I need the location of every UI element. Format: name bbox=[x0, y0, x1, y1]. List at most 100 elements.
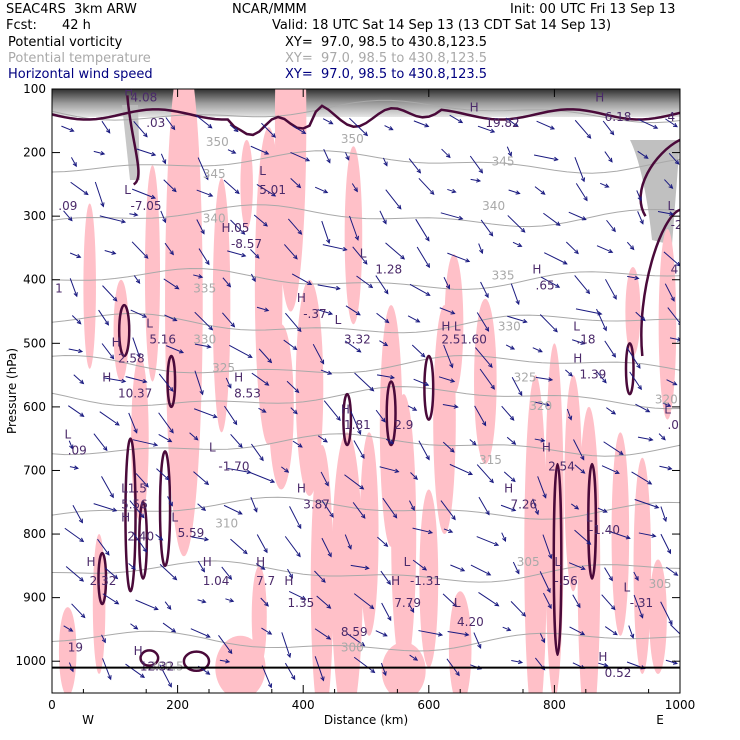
wind-arrowhead bbox=[198, 274, 204, 279]
pv-contours bbox=[52, 95, 680, 672]
wind-arrow bbox=[442, 404, 458, 408]
y-tick-label: 900 bbox=[23, 591, 46, 605]
wind-arrowhead bbox=[260, 565, 266, 570]
pv-extremum-label: H bbox=[532, 262, 541, 276]
wind-arrow bbox=[317, 435, 328, 443]
pv-extremum-label: 5.01 bbox=[259, 183, 286, 197]
wind-arrow bbox=[193, 471, 209, 485]
wind-arrowhead bbox=[261, 408, 267, 413]
wind-arrowhead bbox=[612, 630, 618, 636]
wind-arrow bbox=[602, 120, 615, 135]
wind-arrowhead bbox=[611, 410, 617, 415]
wind-arrow bbox=[413, 378, 429, 386]
wind-arrow bbox=[379, 340, 388, 347]
wind-arrowhead bbox=[305, 157, 311, 162]
wind-arrow bbox=[380, 570, 391, 585]
wind-arrowhead bbox=[135, 279, 141, 285]
wind-arrow bbox=[64, 527, 84, 542]
wind-arrow bbox=[261, 665, 272, 688]
wind-arrow bbox=[131, 241, 149, 259]
wind-arrow bbox=[660, 506, 667, 522]
wind-arrowhead bbox=[410, 505, 415, 511]
wind-arrowhead bbox=[574, 505, 580, 510]
wind-arrowhead bbox=[109, 493, 114, 499]
wind-arrowhead bbox=[458, 215, 464, 221]
pv-shade-blob bbox=[215, 635, 266, 693]
wind-arrow bbox=[503, 471, 516, 482]
wind-arrow bbox=[480, 219, 493, 236]
wind-arrowhead bbox=[101, 638, 106, 644]
wind-arrowhead bbox=[326, 604, 332, 609]
wind-arrowhead bbox=[144, 482, 149, 488]
wind-arrowhead bbox=[254, 254, 260, 259]
wind-arrow bbox=[98, 309, 109, 326]
wind-arrow bbox=[250, 496, 258, 512]
wind-arrowhead bbox=[323, 189, 329, 194]
wind-arrow bbox=[162, 622, 176, 633]
wind-arrow bbox=[167, 496, 173, 506]
wind-arrowhead bbox=[359, 485, 365, 490]
wind-arrowhead bbox=[201, 506, 207, 512]
wind-arrow bbox=[565, 369, 573, 377]
pv-extremum-label: 8.53 bbox=[234, 386, 261, 400]
wind-arrow bbox=[314, 186, 328, 194]
wind-arrowhead bbox=[326, 158, 331, 164]
wind-arrow bbox=[71, 315, 82, 325]
wind-arrow bbox=[574, 156, 585, 182]
legend-wind-xy: XY= 97.0, 98.5 to 430.8,123.5 bbox=[285, 67, 488, 82]
wind-arrow bbox=[633, 594, 644, 618]
wind-arrowhead bbox=[247, 353, 253, 358]
wind-arrowhead bbox=[521, 612, 527, 617]
wind-arrowhead bbox=[355, 311, 361, 316]
theta-label: 330 bbox=[193, 332, 216, 346]
wind-arrow bbox=[637, 150, 649, 159]
pv-extremum-label: L bbox=[623, 580, 630, 594]
wind-arrowhead bbox=[602, 508, 608, 513]
wind-arrow bbox=[470, 564, 491, 576]
wind-arrow bbox=[163, 179, 177, 192]
wind-arrowhead bbox=[662, 517, 667, 523]
wind-arrow bbox=[135, 599, 158, 610]
forecast-label: Fcst: bbox=[6, 18, 37, 33]
wind-arrow bbox=[502, 626, 511, 631]
pv-extremum-label: L bbox=[259, 164, 266, 178]
wind-arrowhead bbox=[232, 420, 238, 426]
pv-extremum-label: 4.08 bbox=[131, 91, 158, 105]
wind-arrow bbox=[596, 245, 613, 253]
pv-extremum-label: 0.52 bbox=[605, 666, 632, 680]
wind-arrow bbox=[125, 663, 145, 678]
wind-arrowhead bbox=[251, 277, 256, 283]
wind-arrow bbox=[385, 438, 394, 444]
wind-arrowhead bbox=[233, 127, 239, 133]
pv-shade-blob bbox=[113, 279, 129, 382]
wind-arrow bbox=[597, 507, 608, 513]
wind-arrow bbox=[230, 433, 243, 448]
wind-arrowhead bbox=[548, 377, 554, 382]
wind-arrow bbox=[351, 183, 358, 192]
wind-arrowhead bbox=[511, 440, 517, 445]
wind-arrow bbox=[218, 635, 233, 654]
wind-arrowhead bbox=[113, 574, 119, 580]
wind-arrow bbox=[194, 343, 211, 348]
wind-arrow bbox=[160, 153, 166, 164]
wind-arrow bbox=[69, 278, 78, 297]
wind-arrowhead bbox=[227, 383, 232, 389]
wind-arrowhead bbox=[383, 341, 389, 347]
wind-arrow bbox=[510, 600, 526, 617]
wind-arrow bbox=[638, 119, 658, 129]
wind-arrowhead bbox=[234, 189, 240, 195]
wind-arrow bbox=[635, 311, 646, 321]
wind-arrow bbox=[505, 344, 515, 350]
theta-label: 320 bbox=[655, 393, 678, 407]
theta-label: 340 bbox=[203, 212, 226, 226]
wind-arrowhead bbox=[608, 248, 614, 253]
wind-arrow bbox=[128, 412, 138, 433]
wind-arrowhead bbox=[342, 246, 348, 252]
y-tick-label: 1000 bbox=[15, 654, 46, 668]
wind-arrowhead bbox=[603, 662, 609, 668]
pv-extremum-label: 7.79 bbox=[394, 596, 421, 610]
wind-arrow bbox=[346, 632, 365, 647]
wind-arrowhead bbox=[680, 634, 684, 638]
wind-arrowhead bbox=[555, 221, 561, 226]
wind-arrow bbox=[633, 571, 639, 581]
